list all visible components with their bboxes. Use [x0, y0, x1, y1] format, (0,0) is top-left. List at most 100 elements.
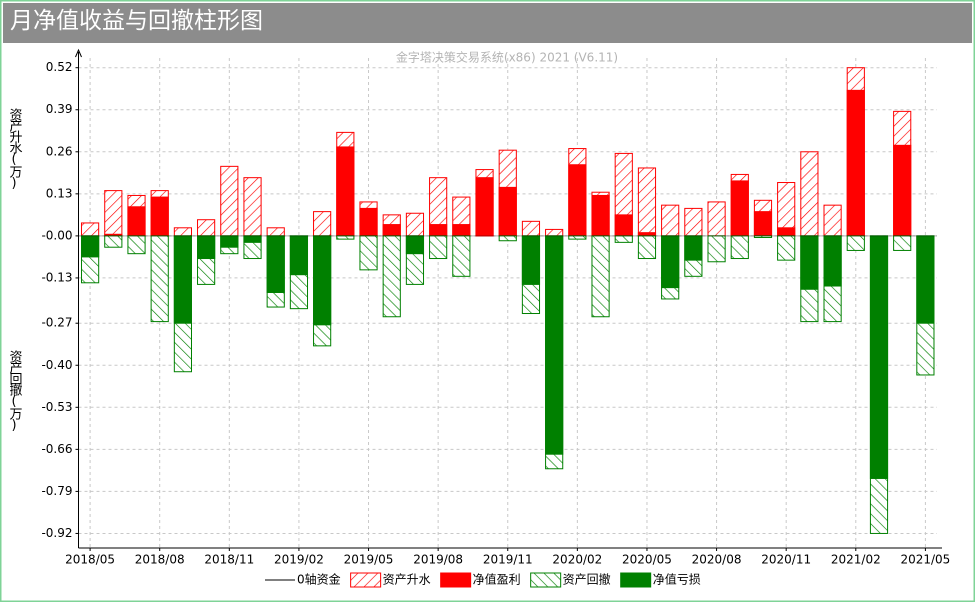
- x-tick-label: 2018/05: [65, 553, 115, 567]
- hatched-bar: [545, 228, 564, 237]
- bar: [220, 235, 239, 248]
- hatched-bar: [521, 220, 541, 237]
- x-tick-label: 2021/05: [900, 553, 950, 567]
- bar: [591, 194, 610, 237]
- hatched-bar: [104, 190, 123, 237]
- hatched-bar: [637, 167, 657, 237]
- y-tick-label: -0.27: [41, 316, 72, 330]
- hatched-bar: [684, 207, 703, 237]
- hatched-bar: [846, 235, 865, 251]
- bar: [81, 235, 100, 258]
- x-tick-label: 2019/08: [413, 553, 463, 567]
- legend-label: 资产升水: [383, 573, 431, 587]
- chart-subtitle: 金字塔决策交易系统(x86) 2021 (V6.11): [396, 50, 618, 65]
- bar: [869, 235, 889, 479]
- y-axis-arrow: [75, 48, 82, 58]
- hatched-bar: [104, 235, 123, 248]
- hatched-bar: [173, 227, 192, 237]
- bar: [777, 227, 796, 237]
- hatched-bar: [498, 235, 517, 242]
- bar: [661, 235, 680, 289]
- y-tick-label: -0.00: [41, 228, 72, 242]
- y-tick-label: -0.13: [41, 270, 72, 284]
- y-tick-label: 0.52: [46, 60, 73, 74]
- hatched-bar: [707, 235, 726, 263]
- x-tick-label: 2020/05: [622, 553, 672, 567]
- bar: [545, 235, 564, 455]
- x-tick-label: 2021/02: [831, 553, 881, 567]
- y-tick-label: -0.40: [41, 358, 72, 372]
- bar: [846, 89, 865, 237]
- hatched-bar: [637, 235, 657, 260]
- x-tick-label: 2018/11: [204, 553, 254, 567]
- bar: [893, 144, 912, 237]
- hatched-bar: [777, 235, 796, 261]
- bar: [916, 235, 935, 324]
- x-tick-label: 2019/11: [483, 553, 533, 567]
- y-tick-label: 0.13: [46, 186, 73, 200]
- legend-label: 净值盈利: [473, 572, 521, 587]
- hatched-bar: [359, 235, 378, 271]
- hatched-bar: [661, 204, 680, 237]
- legend-swatch: [530, 572, 562, 588]
- x-tick-label: 2018/08: [135, 553, 185, 567]
- bar: [823, 235, 842, 287]
- chart-title: 月净值收益与回撤柱形图: [10, 8, 263, 34]
- hatched-bar: [429, 235, 448, 260]
- legend-label: 资产回撤: [563, 572, 611, 587]
- bar: [498, 186, 517, 237]
- x-tick-label: 2019/05: [344, 553, 394, 567]
- bar: [730, 180, 749, 237]
- y-tick-label: 0.26: [46, 144, 73, 158]
- bar: [568, 164, 587, 237]
- hatched-bar: [591, 235, 610, 318]
- hatched-bar: [150, 235, 169, 323]
- hatched-bar: [336, 235, 355, 240]
- bar: [313, 235, 332, 326]
- bar: [684, 235, 703, 261]
- y-tick-label: -0.66: [41, 442, 72, 456]
- legend-label: 0轴资金: [297, 572, 341, 587]
- bar: [405, 235, 425, 255]
- bar: [452, 224, 471, 237]
- legend-swatch: [440, 572, 472, 588]
- hatched-bar: [707, 201, 726, 237]
- title-bar: [3, 3, 972, 43]
- x-tick-label: 2019/02: [274, 553, 324, 567]
- hatched-bar: [197, 219, 216, 237]
- y-tick-label: -0.92: [41, 526, 72, 540]
- bar: [359, 207, 378, 237]
- hatched-bar: [893, 235, 912, 251]
- bar: [753, 211, 773, 237]
- hatched-bar: [568, 235, 587, 240]
- y-tick-label: 0.39: [46, 102, 73, 116]
- hatched-bar: [730, 235, 749, 260]
- y-tick-label: -0.53: [41, 400, 72, 414]
- bar: [475, 177, 494, 237]
- hatched-bar: [405, 212, 425, 237]
- legend-label: 净值亏损: [653, 572, 701, 587]
- x-tick-label: 2020/08: [692, 553, 742, 567]
- legend-swatch: [620, 572, 652, 588]
- hatched-bar: [382, 235, 401, 318]
- legend-swatch: [350, 572, 382, 588]
- hatched-bar: [243, 177, 262, 237]
- hatched-bar: [81, 222, 100, 237]
- bar: [614, 214, 633, 237]
- x-tick-label: 2020/11: [761, 553, 811, 567]
- x-tick-label: 2020/02: [552, 553, 602, 567]
- bar: [127, 206, 146, 237]
- bar: [173, 235, 192, 324]
- y-axis-label: 资产升水(万): [7, 108, 23, 189]
- hatched-bar: [823, 204, 842, 237]
- hatched-bar: [614, 235, 633, 243]
- y-axis-label: 资产回撤(万): [7, 350, 23, 431]
- bar: [429, 224, 448, 237]
- bar: [197, 235, 216, 260]
- bar: [243, 235, 262, 243]
- y-tick-label: -0.79: [41, 484, 72, 498]
- bar: [266, 235, 285, 293]
- bar: [150, 196, 169, 237]
- hatched-bar: [127, 235, 146, 255]
